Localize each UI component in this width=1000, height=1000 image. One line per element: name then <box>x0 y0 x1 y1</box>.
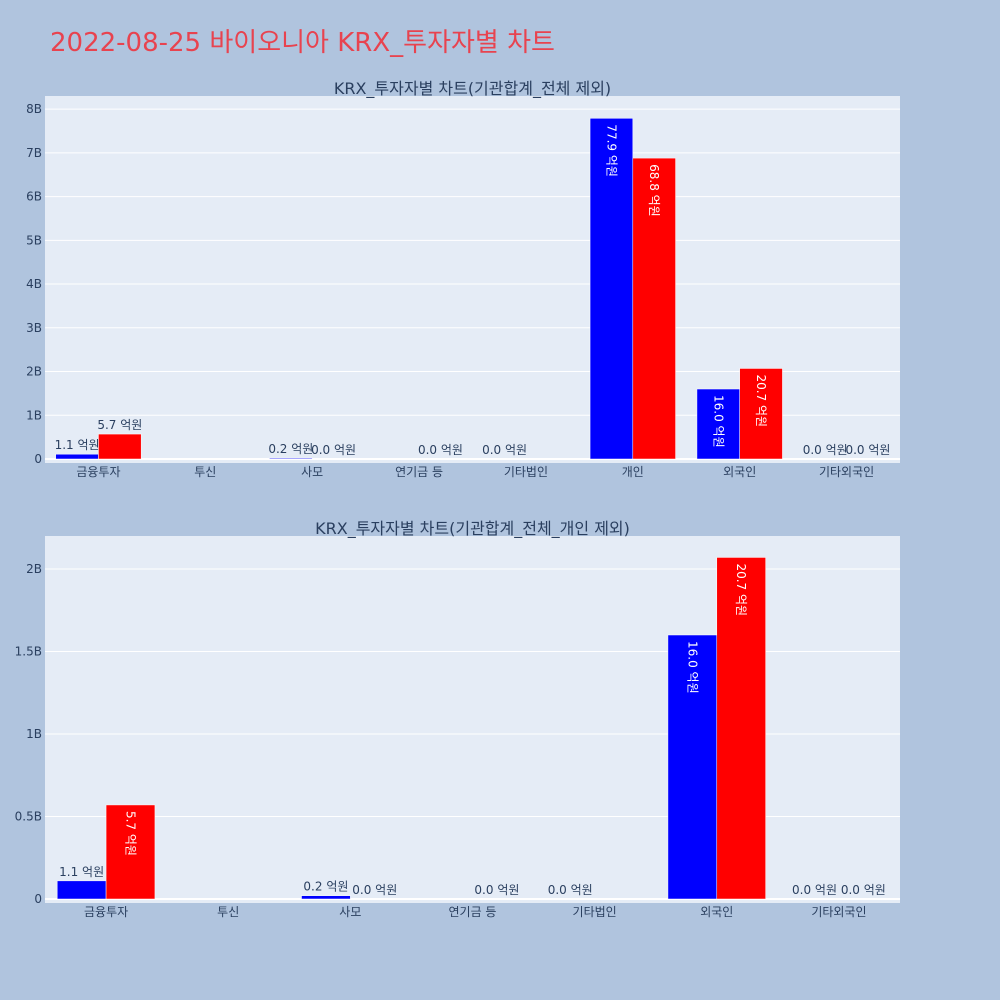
data-label: 20.7 억원 <box>734 563 748 616</box>
x-tick-label: 외국인 <box>700 905 733 919</box>
bar <box>56 880 107 900</box>
chart-title: KRX_투자자별 차트(기관합계_전체_개인 제외) <box>315 519 630 539</box>
data-label: 0.0 억원 <box>418 443 463 457</box>
x-tick-label: 사모 <box>301 465 323 479</box>
data-label: 16.0 억원 <box>685 641 699 694</box>
data-label: 0.0 억원 <box>841 883 886 897</box>
x-tick-label: 외국인 <box>723 465 756 479</box>
y-tick-label: 2B <box>26 562 42 576</box>
data-label: 0.0 억원 <box>845 443 890 457</box>
data-label: 0.0 억원 <box>474 883 519 897</box>
data-label: 0.0 억원 <box>311 443 356 457</box>
data-label: 77.9 억원 <box>604 124 618 177</box>
y-tick-label: 1.5B <box>15 645 42 659</box>
data-label: 0.0 억원 <box>548 883 593 897</box>
bar <box>98 433 142 460</box>
x-tick-label: 기타외국인 <box>819 465 874 479</box>
data-label: 0.0 억원 <box>792 883 837 897</box>
x-tick-label: 투신 <box>217 905 239 919</box>
bar <box>632 157 676 460</box>
data-label: 0.2 억원 <box>268 442 313 456</box>
x-tick-label: 연기금 등 <box>395 465 443 479</box>
x-tick-label: 연기금 등 <box>449 905 497 919</box>
data-label: 5.7 억원 <box>124 811 138 856</box>
y-tick-label: 1B <box>26 408 42 422</box>
x-tick-label: 금융투자 <box>84 905 128 919</box>
bar <box>105 804 156 900</box>
x-tick-label: 개인 <box>622 465 644 479</box>
data-label: 0.0 억원 <box>352 883 397 897</box>
bar <box>269 457 313 460</box>
bar <box>301 895 351 900</box>
data-label: 5.7 억원 <box>97 418 142 432</box>
y-tick-label: 8B <box>26 102 42 116</box>
plot-area <box>45 536 900 903</box>
chart-title: KRX_투자자별 차트(기관합계_전체 제외) <box>334 79 611 99</box>
bar <box>696 388 740 460</box>
x-tick-label: 투신 <box>194 465 216 479</box>
data-label: 16.0 억원 <box>711 395 725 448</box>
x-tick-label: 기타외국인 <box>811 905 866 919</box>
y-tick-label: 0 <box>34 892 42 906</box>
y-tick-label: 0.5B <box>15 810 42 824</box>
data-label: 1.1 억원 <box>59 865 104 879</box>
x-tick-label: 금융투자 <box>76 465 120 479</box>
bar <box>739 368 783 460</box>
data-label: 1.1 억원 <box>55 438 100 452</box>
y-tick-label: 4B <box>26 277 42 291</box>
x-tick-label: 사모 <box>339 905 361 919</box>
y-tick-label: 0 <box>34 452 42 466</box>
y-tick-label: 3B <box>26 321 42 335</box>
bar <box>667 634 718 900</box>
page-title: 2022-08-25 바이오니아 KRX_투자자별 차트 <box>50 28 555 58</box>
x-tick-label: 기타법인 <box>573 905 617 919</box>
y-tick-label: 6B <box>26 190 42 204</box>
data-label: 68.8 억원 <box>647 164 661 217</box>
data-label: 0.0 억원 <box>803 443 848 457</box>
data-label: 20.7 억원 <box>754 374 768 427</box>
chart-1: KRX_투자자별 차트(기관합계_전체 제외) 0 1B 2B 3B 4B 5B 6B 7B 8B… <box>26 79 900 479</box>
bar <box>589 118 634 460</box>
x-tick-label: 기타법인 <box>504 465 548 479</box>
chart-2: KRX_투자자별 차트(기관합계_전체_개인 제외) 0 0.5B 1B 1.5B 2B 금… <box>15 519 900 919</box>
y-tick-label: 1B <box>26 727 42 741</box>
y-tick-label: 5B <box>26 233 42 247</box>
y-tick-label: 7B <box>26 146 42 160</box>
bar <box>55 453 99 460</box>
data-label: 0.0 억원 <box>482 443 527 457</box>
data-label: 0.2 억원 <box>303 880 348 894</box>
bar <box>716 557 766 900</box>
y-tick-label: 2B <box>26 365 42 379</box>
